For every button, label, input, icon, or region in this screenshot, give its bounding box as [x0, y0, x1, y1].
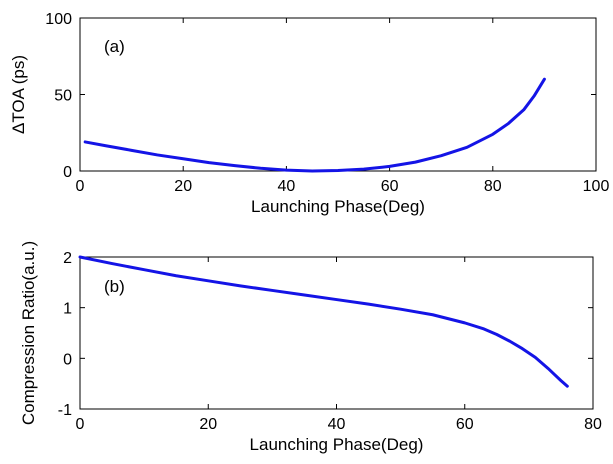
- panel-b-x-axis-label: Launching Phase(Deg): [250, 435, 424, 454]
- panel-a-x-tick-label: 0: [76, 178, 85, 195]
- panel-b-x-tick-label: 80: [584, 416, 602, 433]
- panel-b-data-line: [78, 255, 569, 388]
- panel-a-data-line: [83, 77, 546, 173]
- panel-a-x-tick-label: 20: [174, 178, 192, 195]
- panel-b-x-tick-label: 20: [199, 416, 217, 433]
- panel-a-panel-label: (a): [104, 37, 125, 56]
- panel-a-y-tick-label: 100: [45, 11, 72, 28]
- panel-b-y-tick-label: 1: [63, 301, 72, 318]
- panel-a-x-axis-label: Launching Phase(Deg): [251, 197, 425, 216]
- panel-b-x-tick-label: 60: [456, 416, 474, 433]
- panel-b-y-tick-label: -1: [58, 402, 72, 419]
- panel-b-plot-frame: [79, 256, 594, 410]
- panel-b-y-tick-label: 2: [63, 250, 72, 267]
- panel-a-y-axis-label: ΔTOA (ps): [9, 55, 28, 134]
- panel-b-x-tick-label: 0: [76, 416, 85, 433]
- panel-b-panel-label: (b): [104, 277, 125, 296]
- panel-a-x-tick-label: 60: [381, 178, 399, 195]
- panel-a-x-tick-label: 40: [278, 178, 296, 195]
- panel-a-x-tick-label: 80: [484, 178, 502, 195]
- panel-b-x-tick-label: 40: [328, 416, 346, 433]
- panel-b-y-axis-label: Compression Ratio(a.u.): [19, 241, 38, 425]
- panel-a-y-tick-label: 50: [54, 88, 72, 105]
- panel-a-x-tick-label: 100: [583, 178, 610, 195]
- panel-a-plot-frame: [79, 17, 597, 172]
- panel-b-y-tick-label: 0: [63, 351, 72, 368]
- panel-a-chart: 0 20 40 60 80 100 0 50 100 Launching Phase(Deg) ΔT…: [9, 11, 609, 216]
- panel-a-y-tick-label: 0: [63, 164, 72, 181]
